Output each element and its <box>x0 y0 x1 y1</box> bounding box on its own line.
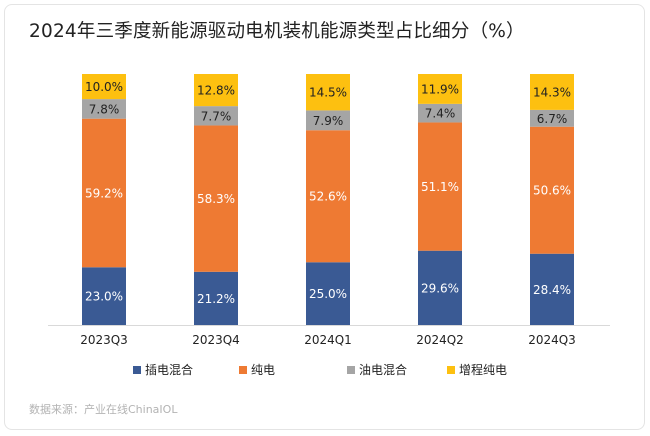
data-label-2024Q3-1: 50.6% <box>533 184 571 198</box>
data-label-2023Q4-2: 7.7% <box>201 109 232 123</box>
bar-segment-2023Q3-3 <box>82 74 126 100</box>
legend-label-2: 油电混合 <box>359 362 407 377</box>
data-label-2023Q4-0: 21.2% <box>197 292 235 306</box>
bar-segment-2024Q1-0 <box>306 262 350 325</box>
bar-segment-2024Q3-3 <box>530 74 574 110</box>
bar-segment-2024Q3-1 <box>530 126 574 254</box>
data-label-2024Q3-2: 6.7% <box>537 112 568 126</box>
bar-segment-2023Q4-2 <box>194 106 238 126</box>
data-label-2023Q3-0: 23.0% <box>85 290 123 304</box>
legend-label-1: 纯电 <box>251 363 275 377</box>
data-label-2024Q1-2: 7.9% <box>313 114 344 128</box>
legend-label-3: 增程纯电 <box>459 362 507 377</box>
bar-segment-2024Q2-1 <box>418 122 462 251</box>
data-label-2024Q1-3: 14.5% <box>309 86 347 100</box>
data-label-2024Q2-3: 11.9% <box>421 82 459 96</box>
bar-segment-2024Q1-3 <box>306 74 350 111</box>
legend-swatch-0 <box>133 366 141 374</box>
data-label-2024Q1-1: 52.6% <box>309 190 347 204</box>
data-label-2024Q1-0: 25.0% <box>309 287 347 301</box>
legend-swatch-3 <box>447 366 455 374</box>
x-tick-label-2024Q1: 2024Q1 <box>304 333 352 347</box>
data-source: 数据来源：产业在线ChinaIOL <box>29 403 178 416</box>
data-label-2023Q3-1: 59.2% <box>85 186 123 200</box>
bar-segment-2024Q2-3 <box>418 74 462 104</box>
data-label-2023Q4-1: 58.3% <box>197 192 235 206</box>
bar-segment-2023Q3-1 <box>82 118 126 268</box>
data-label-2023Q3-3: 10.0% <box>85 80 123 94</box>
data-label-2023Q4-3: 12.8% <box>197 84 235 98</box>
legend-swatch-1 <box>239 366 247 374</box>
x-tick-label-2023Q3: 2023Q3 <box>80 333 128 347</box>
data-label-2024Q2-1: 51.1% <box>421 180 459 194</box>
data-label-2024Q3-0: 28.4% <box>533 283 571 297</box>
bar-segment-2023Q3-0 <box>82 267 126 325</box>
bar-segment-2024Q2-0 <box>418 250 462 325</box>
bar-segment-2024Q3-2 <box>530 109 574 127</box>
bar-segment-2023Q4-1 <box>194 125 238 272</box>
data-label-2024Q2-0: 29.6% <box>421 281 459 295</box>
bar-segment-2023Q4-0 <box>194 271 238 325</box>
x-tick-label-2023Q4: 2023Q4 <box>192 333 240 347</box>
x-tick-label-2024Q3: 2024Q3 <box>528 333 576 347</box>
bar-segment-2023Q3-2 <box>82 99 126 119</box>
legend-label-0: 插电混合 <box>145 362 193 377</box>
data-label-2023Q3-2: 7.8% <box>89 102 120 116</box>
x-tick-label-2024Q2: 2024Q2 <box>416 333 464 347</box>
data-label-2024Q2-2: 7.4% <box>425 107 456 121</box>
legend-swatch-2 <box>347 366 355 374</box>
bar-segment-2024Q1-1 <box>306 130 350 263</box>
bar-segment-2023Q4-3 <box>194 74 238 107</box>
bar-segment-2024Q1-2 <box>306 110 350 131</box>
chart-title: 2024年三季度新能源驱动电机装机能源类型占比细分（%） <box>29 21 525 42</box>
bar-segment-2024Q3-0 <box>530 253 574 325</box>
data-label-2024Q3-3: 14.3% <box>533 85 571 99</box>
bar-segment-2024Q2-2 <box>418 103 462 123</box>
